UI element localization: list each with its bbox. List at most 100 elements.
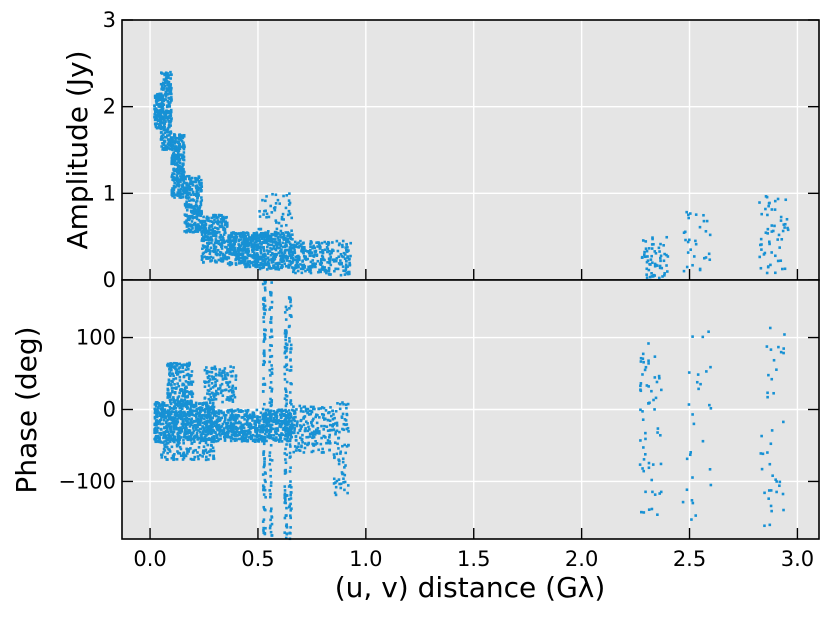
amplitude-point	[273, 257, 276, 261]
amplitude-point	[325, 271, 328, 275]
amplitude-point	[221, 252, 225, 256]
phase-point	[208, 429, 212, 432]
phase-point	[212, 457, 215, 461]
amplitude-point	[329, 255, 333, 259]
phase-point	[202, 445, 206, 448]
phase-point	[169, 428, 173, 432]
amplitude-point	[173, 134, 177, 137]
amplitude-point	[320, 261, 324, 265]
amplitude-point	[210, 225, 213, 228]
phase-point	[203, 420, 207, 424]
amplitude-point	[227, 235, 230, 239]
phase-point	[208, 414, 212, 417]
amplitude-point	[264, 209, 267, 213]
amplitude-point	[286, 213, 290, 217]
phase-point	[214, 440, 218, 443]
phase-point	[226, 383, 230, 387]
phase-point	[161, 413, 165, 416]
phase-point	[168, 395, 172, 399]
amplitude-point	[155, 93, 159, 97]
amplitude-point	[265, 212, 269, 216]
amplitude-point	[192, 211, 196, 215]
amplitude-point	[766, 265, 770, 269]
amplitude-point	[281, 212, 285, 216]
phase-point	[207, 411, 210, 415]
phase-point	[210, 432, 213, 435]
amplitude-point	[248, 265, 252, 269]
phase-point	[284, 430, 287, 433]
amplitude-point	[216, 230, 219, 234]
amplitude-point	[164, 120, 167, 123]
phase-point	[208, 424, 212, 428]
phase-point	[263, 288, 267, 292]
phase-point	[173, 435, 177, 439]
phase-point	[266, 422, 269, 425]
phase-point	[212, 394, 215, 397]
phase-point	[183, 428, 187, 432]
phase-point	[311, 419, 314, 422]
phase-point	[266, 408, 270, 412]
amplitude-point	[342, 255, 345, 259]
phase-point	[225, 398, 229, 401]
phase-point	[295, 408, 298, 411]
amplitude-point	[260, 257, 263, 261]
amplitude-point	[765, 271, 769, 275]
phase-point	[168, 371, 171, 374]
phase-point	[692, 422, 696, 426]
phase-point	[281, 433, 285, 437]
phase-point	[284, 388, 288, 392]
phase-point	[189, 422, 192, 425]
amplitude-point	[201, 219, 204, 223]
amplitude-point	[293, 251, 297, 255]
phase-point	[217, 438, 221, 441]
amplitude-point	[239, 261, 243, 265]
phase-point	[340, 415, 344, 418]
phase-point	[322, 413, 326, 417]
phase-point	[185, 447, 189, 451]
phase-point	[641, 352, 645, 356]
phase-point	[269, 492, 272, 496]
amplitude-point	[649, 258, 653, 261]
amplitude-point	[770, 224, 774, 227]
amplitude-point	[209, 249, 212, 253]
phase-point	[275, 415, 279, 418]
phase-point	[295, 422, 299, 426]
phase-point	[220, 411, 224, 415]
phase-point	[265, 427, 268, 431]
amplitude-point	[268, 236, 272, 240]
amplitude-point	[189, 224, 193, 228]
amplitude-point	[276, 261, 280, 265]
amplitude-point	[282, 194, 285, 198]
amplitude-point	[225, 257, 228, 261]
phase-point	[162, 433, 166, 437]
phase-point	[181, 411, 185, 414]
amplitude-point	[287, 209, 291, 213]
phase-point	[292, 405, 295, 408]
phase-point	[314, 443, 317, 446]
phase-point	[334, 485, 338, 489]
phase-point	[181, 458, 185, 461]
phase-point	[233, 416, 237, 420]
amplitude-point	[261, 198, 264, 202]
amplitude-point	[252, 260, 256, 264]
phase-point	[202, 413, 206, 417]
phase-point	[269, 484, 273, 487]
amplitude-point	[256, 263, 260, 267]
amplitude-point	[218, 250, 222, 254]
amplitude-point	[246, 261, 250, 264]
amplitude-point	[195, 194, 198, 198]
phase-point	[242, 423, 245, 426]
phase-point	[197, 419, 201, 422]
amplitude-point	[197, 176, 201, 180]
phase-point	[264, 328, 267, 332]
amplitude-point	[286, 233, 290, 237]
amplitude-point	[282, 255, 286, 259]
amplitude-point	[182, 191, 185, 194]
phase-point	[293, 445, 297, 448]
amplitude-point	[282, 259, 286, 263]
amplitude-point	[290, 216, 294, 220]
phase-point	[196, 435, 199, 438]
phase-point	[170, 368, 173, 372]
phase-point	[218, 371, 221, 374]
phase-point	[183, 402, 187, 405]
